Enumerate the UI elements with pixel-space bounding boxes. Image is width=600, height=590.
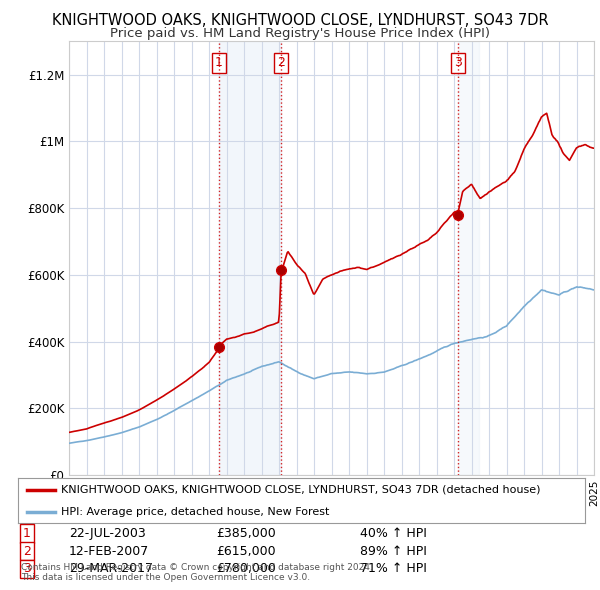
Text: 12-FEB-2007: 12-FEB-2007 [69,545,149,558]
Bar [218,41,281,475]
Text: Price paid vs. HM Land Registry's House Price Index (HPI): Price paid vs. HM Land Registry's House … [110,27,490,40]
Text: 3: 3 [454,57,462,70]
Text: £385,000: £385,000 [216,527,276,540]
Text: £615,000: £615,000 [216,545,275,558]
Text: £780,000: £780,000 [216,562,276,575]
Text: 89% ↑ HPI: 89% ↑ HPI [360,545,427,558]
Text: 40% ↑ HPI: 40% ↑ HPI [360,527,427,540]
Text: 3: 3 [23,562,31,575]
Text: Contains HM Land Registry data © Crown copyright and database right 2024.
This d: Contains HM Land Registry data © Crown c… [21,563,373,582]
Bar [458,41,479,475]
Text: 1: 1 [23,527,31,540]
Text: 2: 2 [23,545,31,558]
Text: 22-JUL-2003: 22-JUL-2003 [69,527,146,540]
Text: 1: 1 [215,57,223,70]
Text: 2: 2 [277,57,285,70]
Text: KNIGHTWOOD OAKS, KNIGHTWOOD CLOSE, LYNDHURST, SO43 7DR (detached house): KNIGHTWOOD OAKS, KNIGHTWOOD CLOSE, LYNDH… [61,485,540,494]
Text: 29-MAR-2017: 29-MAR-2017 [69,562,153,575]
Text: HPI: Average price, detached house, New Forest: HPI: Average price, detached house, New … [61,507,329,516]
Text: 71% ↑ HPI: 71% ↑ HPI [360,562,427,575]
Text: KNIGHTWOOD OAKS, KNIGHTWOOD CLOSE, LYNDHURST, SO43 7DR: KNIGHTWOOD OAKS, KNIGHTWOOD CLOSE, LYNDH… [52,13,548,28]
